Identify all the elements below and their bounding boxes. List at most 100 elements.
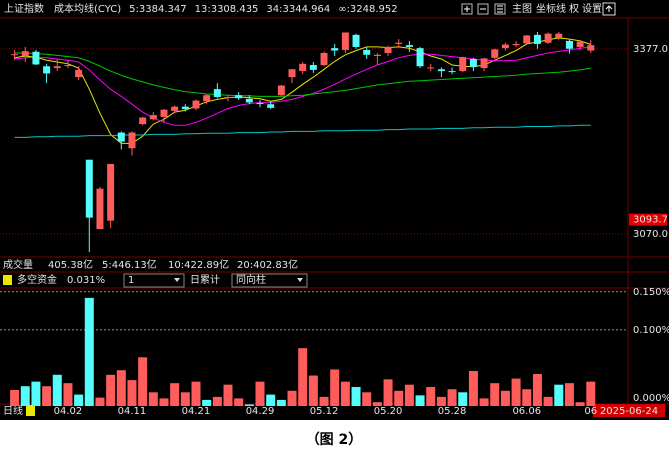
x-tick-label: 04.29 [246,406,275,417]
bar [287,390,297,406]
candle-body [277,85,285,96]
x-tick-label: 05.28 [438,406,467,417]
candle-body [32,51,40,65]
candle-body [533,34,541,44]
bar [10,390,20,406]
candle-body [373,54,381,56]
bar [330,369,340,406]
bar [255,381,265,406]
candle-body [181,106,189,110]
bar [564,383,574,406]
sub-value: 0.031% [67,275,105,286]
period-label: 日线 [3,404,23,417]
bar [106,374,116,406]
bar [468,370,478,406]
x-tick-label: 06 [584,406,597,417]
toolbar-button[interactable]: 主图 [512,3,532,15]
bar [340,381,350,406]
candle-body [64,65,72,67]
dropdown-arrow [297,278,303,282]
candle-body [117,132,125,142]
candle-body [405,45,413,47]
candle-body [96,188,104,230]
x-tick-label: 04.02 [54,406,83,417]
candle-body [256,103,264,105]
candle-body [437,69,445,72]
bar [148,392,158,406]
candle-body [416,48,424,67]
period-icon[interactable] [26,405,35,416]
ma-line [14,124,591,138]
help-icon[interactable] [3,275,12,285]
y-tick-label: 3377.0 [633,44,668,55]
price-marker [629,213,667,226]
bar [234,398,244,406]
bar [522,389,532,406]
toolbar-button[interactable]: 权 [569,2,579,15]
bar [458,392,468,406]
candle-body [288,69,296,78]
zoom-in[interactable] [461,3,473,15]
candle-body [267,104,275,108]
candle-body [149,115,157,120]
bar [426,386,436,406]
expand-glyph [605,5,613,12]
bar [31,381,41,406]
zoom-out[interactable] [477,3,489,15]
bar [223,384,233,406]
volume-title: 成交量 [3,258,33,271]
y-tick-label: 0.150% [633,287,669,298]
bar [351,386,361,406]
bar [244,404,254,406]
expand[interactable] [602,2,616,16]
ma-line [14,46,591,126]
candle-body [587,45,595,51]
volume-value: 405.38亿 [48,258,93,271]
candle-body [395,42,403,44]
candle-body [501,44,509,49]
candle-body [480,58,488,69]
candle-body [384,46,392,53]
candle-body [512,43,520,46]
toolbar-button[interactable]: 设置 [582,3,602,15]
legend-entry: ∞:3248.952 [338,4,397,15]
candle-body [555,33,563,38]
cursor-date-box [593,404,665,417]
candle-body [235,95,243,99]
toolbar-button[interactable]: 坐标线 [536,2,566,15]
x-tick-label: 05.12 [310,406,339,417]
bar [95,397,105,406]
bar [500,390,510,406]
candle-body [299,63,307,72]
bar [170,383,180,406]
bar [298,348,308,406]
candle-body [53,66,61,69]
bar [575,402,585,406]
bar [490,383,500,406]
candle-body [75,69,83,78]
style-select[interactable] [231,273,308,288]
bar [554,384,564,406]
candle-body [320,52,328,66]
candle-body [43,66,51,74]
price-marker-label: 3093.7 [633,215,668,226]
bar [447,389,457,406]
bar [20,386,30,406]
candle-body [565,40,573,49]
candle-body [576,41,584,47]
period-select[interactable] [123,273,185,288]
bar [63,383,73,406]
toolbar-icons[interactable] [461,2,616,16]
candle-body [309,65,317,70]
candle-body [459,57,467,72]
layout[interactable] [494,3,506,15]
ma-line [14,52,591,97]
bar [116,370,126,406]
ma-line [14,37,591,144]
candle-body [171,106,179,111]
candle-body [85,159,93,218]
bar [383,379,393,406]
bar [415,395,425,406]
candle-body [21,51,29,56]
